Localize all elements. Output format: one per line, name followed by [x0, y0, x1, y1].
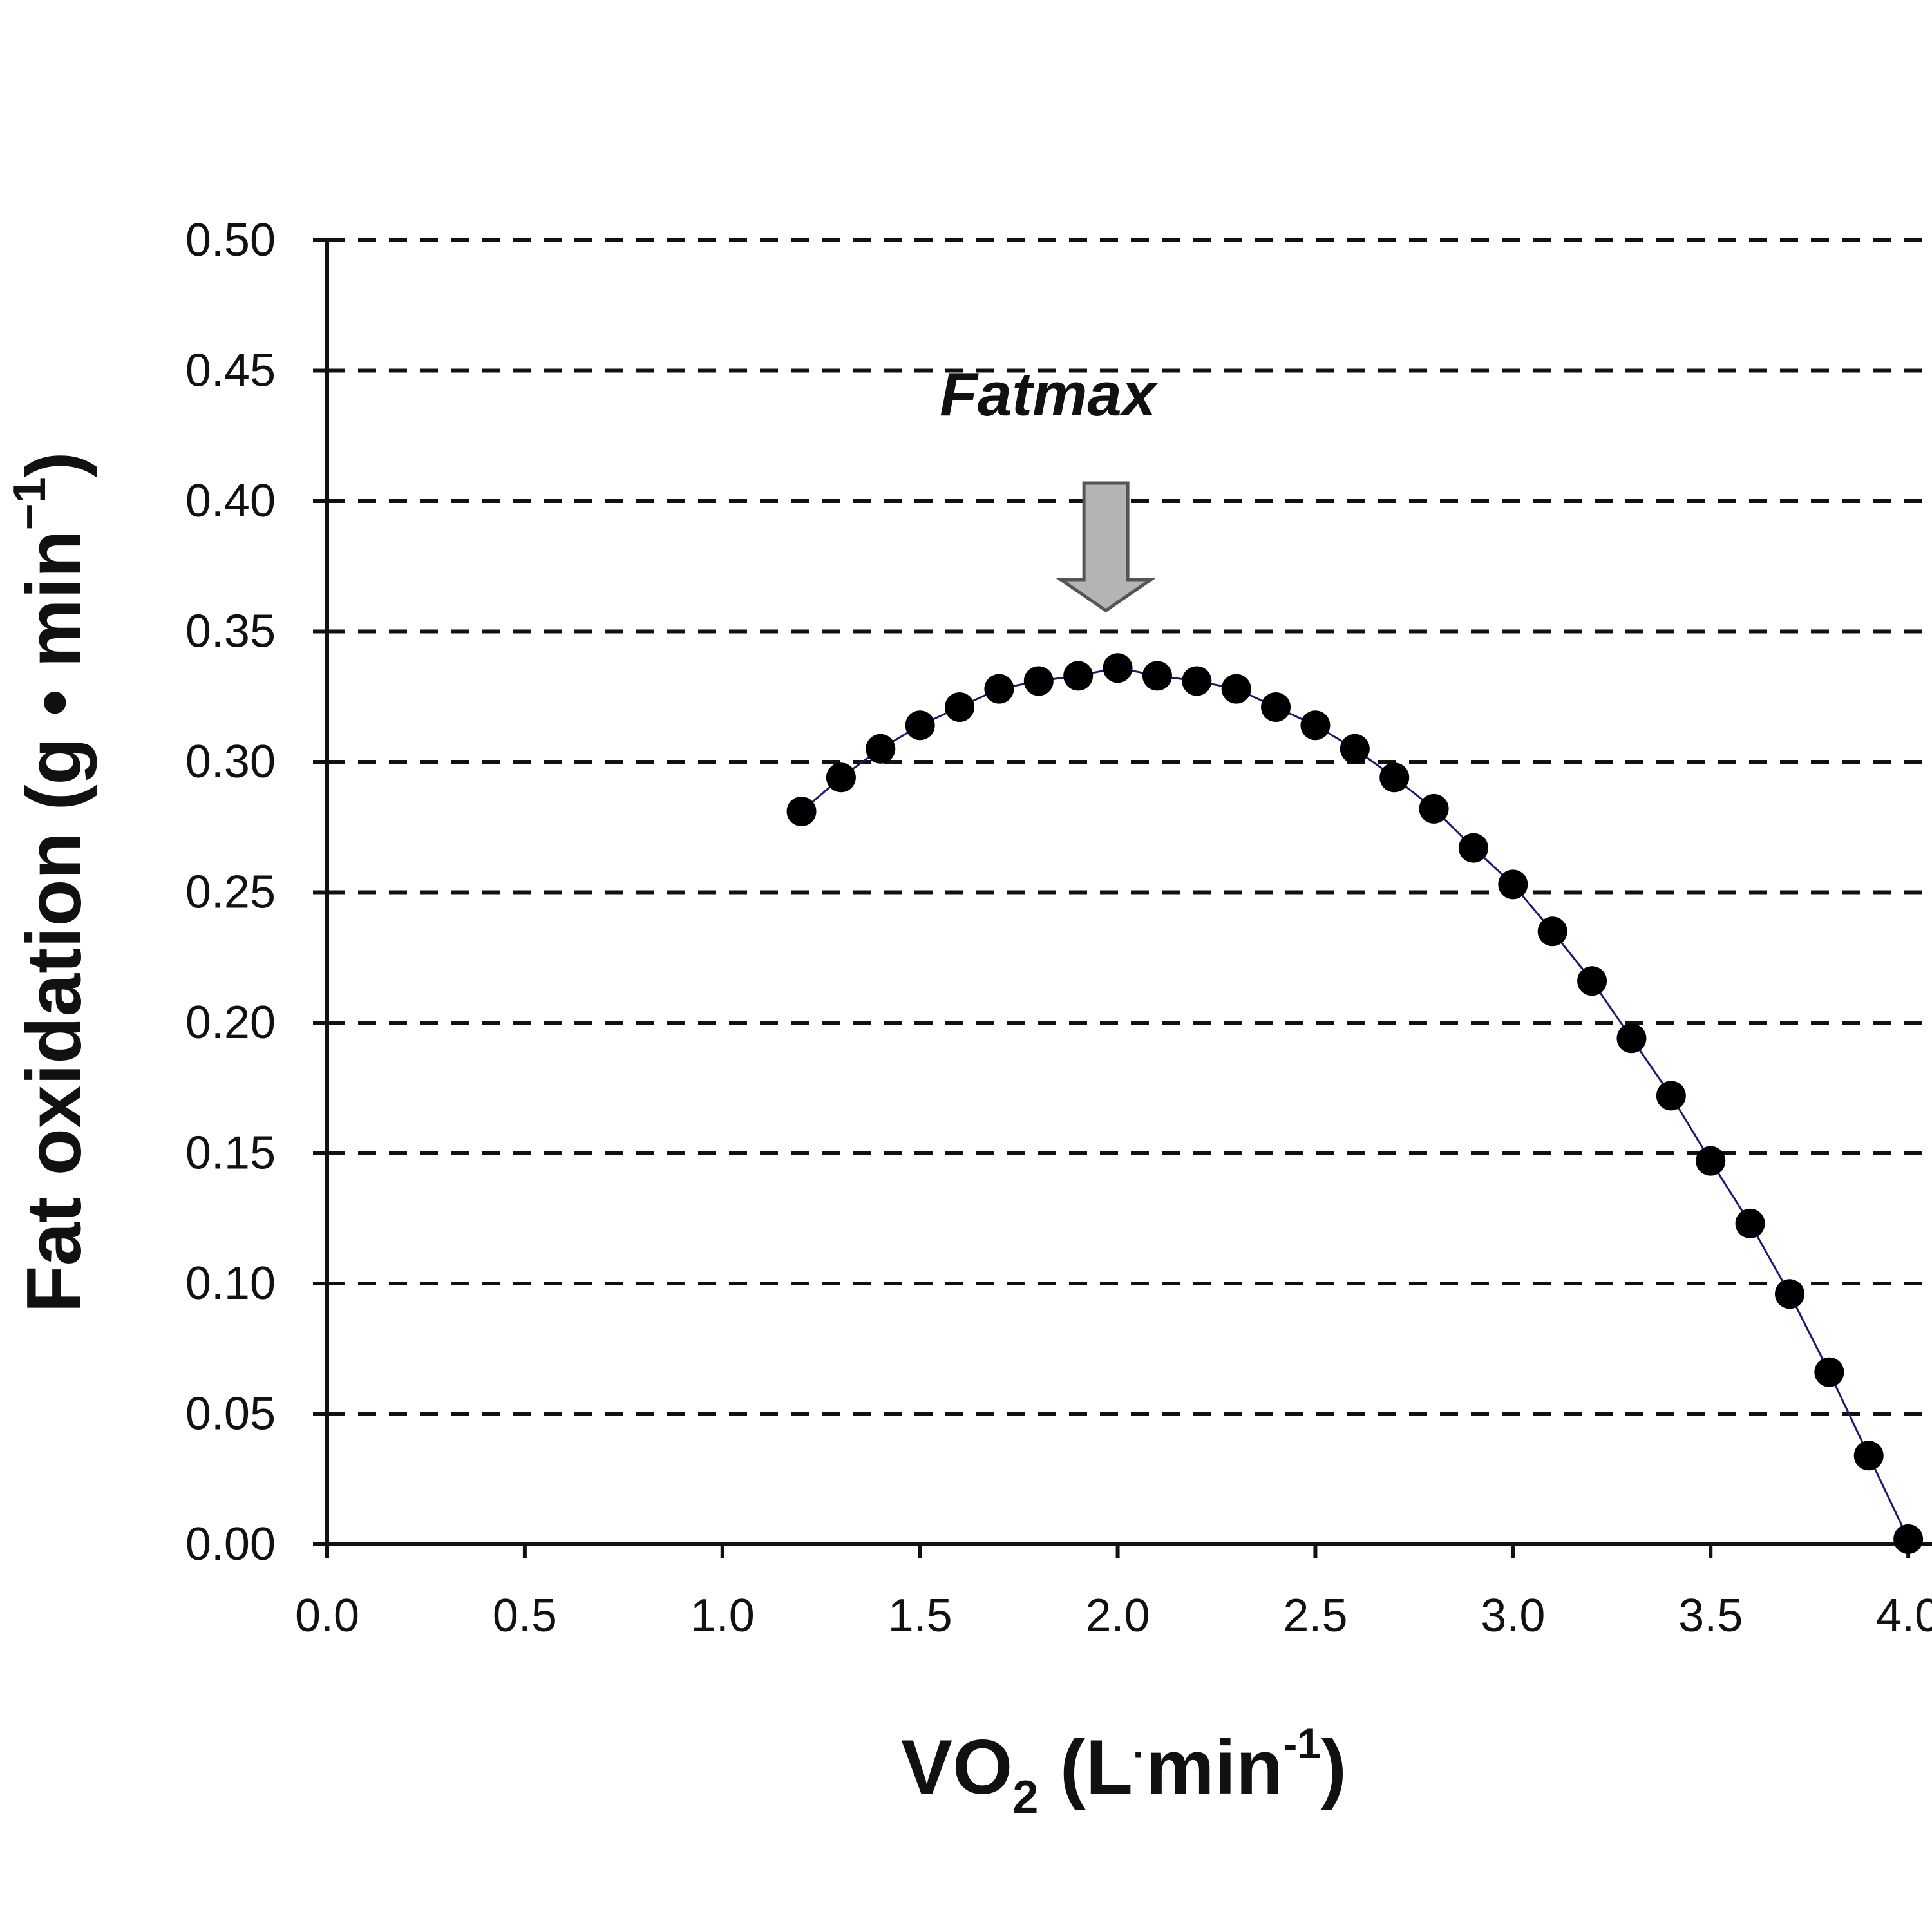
data-point — [1774, 1279, 1804, 1309]
data-point — [1458, 833, 1488, 863]
x-axis-title-sup: -1 — [1283, 1719, 1321, 1767]
x-tick-label: 3.0 — [1481, 1590, 1545, 1642]
x-tick-label: 3.5 — [1678, 1590, 1743, 1642]
x-axis-title-main: VO — [901, 1724, 1012, 1810]
data-points — [786, 653, 1924, 1554]
x-tick-label: 1.0 — [690, 1590, 755, 1642]
y-tick-label: 0.40 — [185, 475, 276, 527]
y-axis-title: Fat oxidation (g • min−1) — [4, 451, 97, 1312]
y-tick-label: 0.25 — [185, 867, 276, 918]
data-point — [1063, 661, 1094, 691]
y-axis-title-main: Fat oxidation (g • min — [11, 530, 97, 1312]
axes — [313, 238, 1932, 1558]
gridlines — [327, 238, 1932, 1416]
data-point — [1182, 666, 1212, 696]
data-point — [1419, 793, 1449, 824]
x-tick-label: 1.5 — [888, 1590, 952, 1642]
x-tick-label: 2.0 — [1086, 1590, 1150, 1642]
y-tick-label: 0.20 — [185, 997, 276, 1048]
x-axis-title: VO2 (L·min-1) — [901, 1719, 1347, 1823]
x-tick-label: 0.5 — [493, 1590, 557, 1642]
y-tick-label: 0.50 — [185, 214, 276, 266]
data-point — [1577, 966, 1607, 996]
x-axis-title-unit-open: (L — [1038, 1724, 1133, 1810]
fatmax-arrow-icon — [1056, 481, 1157, 613]
y-tick-label: 0.45 — [185, 345, 276, 397]
x-tick-label: 0.0 — [295, 1590, 359, 1642]
fatmax-annotation: Fatmax — [940, 360, 1159, 613]
data-point — [1735, 1208, 1765, 1238]
y-axis-title-sup: −1 — [4, 477, 55, 530]
x-tick-label: 2.5 — [1283, 1590, 1347, 1642]
data-point — [1023, 666, 1054, 696]
data-point — [1261, 692, 1291, 722]
x-axis-title-dot: · — [1133, 1733, 1146, 1776]
data-point — [984, 674, 1014, 704]
data-point — [1142, 661, 1172, 691]
data-point — [1340, 734, 1370, 764]
data-point — [866, 734, 896, 764]
data-line — [800, 667, 1909, 1540]
data-point — [1498, 869, 1528, 900]
y-tick-label: 0.10 — [185, 1258, 276, 1309]
fatmax-label: Fatmax — [940, 360, 1159, 429]
data-point — [1379, 762, 1410, 793]
data-point — [1656, 1081, 1686, 1111]
data-point — [1814, 1357, 1844, 1387]
y-tick-label: 0.05 — [185, 1388, 276, 1440]
x-axis-title-close: ) — [1321, 1724, 1347, 1810]
y-tick-label: 0.35 — [185, 606, 276, 658]
data-point — [1696, 1146, 1726, 1176]
data-point — [945, 692, 975, 722]
data-point — [1300, 710, 1331, 741]
x-axis-title-unit-mid: min — [1146, 1724, 1283, 1810]
data-point — [786, 796, 817, 826]
y-tick-label: 0.15 — [185, 1128, 276, 1179]
data-point — [1893, 1524, 1924, 1554]
data-point — [1853, 1441, 1884, 1471]
data-point — [905, 710, 935, 741]
data-point — [1537, 916, 1567, 947]
data-point — [826, 762, 856, 793]
x-axis-title-sub: 2 — [1012, 1772, 1038, 1823]
data-point — [1616, 1023, 1647, 1054]
x-tick-label: 4.0 — [1876, 1590, 1932, 1642]
y-tick-label: 0.00 — [185, 1519, 276, 1570]
data-point — [1103, 653, 1133, 683]
y-axis-title-close: ) — [11, 451, 97, 477]
data-point — [1221, 674, 1251, 704]
tick-labels: 0.00 0.05 0.10 0.15 0.20 0.25 0.30 0.35 0.40 0.45… — [185, 214, 1932, 1642]
y-tick-label: 0.30 — [185, 736, 276, 788]
